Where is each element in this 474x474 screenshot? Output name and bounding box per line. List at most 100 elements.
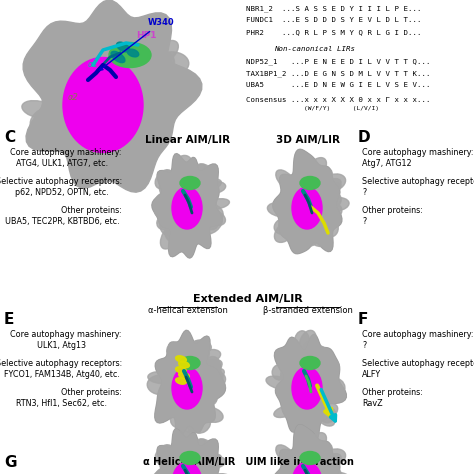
Text: Selective autophagy receptors:: Selective autophagy receptors: xyxy=(362,177,474,186)
Ellipse shape xyxy=(169,349,184,375)
Ellipse shape xyxy=(313,444,332,463)
Ellipse shape xyxy=(178,413,196,440)
Ellipse shape xyxy=(171,413,190,429)
Ellipse shape xyxy=(188,349,200,361)
Ellipse shape xyxy=(167,342,185,361)
Ellipse shape xyxy=(91,153,112,173)
Ellipse shape xyxy=(176,378,186,384)
Ellipse shape xyxy=(199,360,222,376)
Ellipse shape xyxy=(162,171,182,192)
Ellipse shape xyxy=(155,52,189,75)
Ellipse shape xyxy=(326,379,345,397)
Text: UBA5      ...E D N E W G I E L V S E V...: UBA5 ...E D N E W G I E L V S E V... xyxy=(246,82,430,88)
Ellipse shape xyxy=(182,444,200,462)
Ellipse shape xyxy=(203,218,222,234)
Ellipse shape xyxy=(320,174,346,191)
Text: E: E xyxy=(4,312,14,327)
Ellipse shape xyxy=(195,439,211,456)
Ellipse shape xyxy=(272,365,288,380)
Ellipse shape xyxy=(121,47,143,69)
Ellipse shape xyxy=(281,372,296,386)
Ellipse shape xyxy=(184,225,195,239)
Ellipse shape xyxy=(197,406,223,422)
Ellipse shape xyxy=(160,171,179,191)
Ellipse shape xyxy=(301,436,318,454)
Text: D: D xyxy=(358,130,371,145)
Ellipse shape xyxy=(320,364,335,378)
Ellipse shape xyxy=(267,203,292,217)
Ellipse shape xyxy=(301,340,315,360)
Ellipse shape xyxy=(160,224,180,249)
Ellipse shape xyxy=(140,95,166,117)
Text: ULK1, Atg13: ULK1, Atg13 xyxy=(37,341,86,350)
Ellipse shape xyxy=(170,223,184,248)
Ellipse shape xyxy=(195,473,217,474)
Ellipse shape xyxy=(176,367,186,373)
Ellipse shape xyxy=(288,357,301,371)
Ellipse shape xyxy=(155,170,173,189)
Ellipse shape xyxy=(323,454,341,468)
Ellipse shape xyxy=(320,449,346,467)
Ellipse shape xyxy=(76,140,101,162)
Text: α2: α2 xyxy=(68,93,79,102)
Ellipse shape xyxy=(318,204,337,225)
Ellipse shape xyxy=(118,149,132,170)
Ellipse shape xyxy=(159,181,176,198)
Ellipse shape xyxy=(185,411,201,432)
Ellipse shape xyxy=(295,405,314,428)
Ellipse shape xyxy=(194,370,219,392)
Ellipse shape xyxy=(306,158,327,179)
Ellipse shape xyxy=(98,17,119,44)
Polygon shape xyxy=(155,330,226,436)
Ellipse shape xyxy=(77,38,100,66)
Ellipse shape xyxy=(195,164,211,181)
Ellipse shape xyxy=(155,193,174,214)
Text: p62, NPD52, OPTN, etc.: p62, NPD52, OPTN, etc. xyxy=(15,188,109,197)
Ellipse shape xyxy=(329,204,342,218)
Ellipse shape xyxy=(312,211,337,227)
Ellipse shape xyxy=(129,26,156,55)
Text: ?: ? xyxy=(362,341,366,350)
Ellipse shape xyxy=(276,445,296,465)
Ellipse shape xyxy=(201,209,226,226)
Ellipse shape xyxy=(150,40,178,66)
Text: 3D AIM/LIR: 3D AIM/LIR xyxy=(276,135,340,145)
Ellipse shape xyxy=(281,379,297,394)
Ellipse shape xyxy=(283,374,297,386)
Ellipse shape xyxy=(146,52,174,78)
Ellipse shape xyxy=(170,220,186,236)
Ellipse shape xyxy=(291,401,310,421)
Ellipse shape xyxy=(193,366,214,378)
Ellipse shape xyxy=(288,218,301,231)
Ellipse shape xyxy=(292,223,309,241)
Ellipse shape xyxy=(117,42,129,52)
Ellipse shape xyxy=(111,51,125,63)
Text: Core autophagy mashinery:: Core autophagy mashinery: xyxy=(362,148,474,157)
Text: ALFY: ALFY xyxy=(362,370,381,379)
Ellipse shape xyxy=(200,182,226,194)
Ellipse shape xyxy=(319,360,339,383)
Ellipse shape xyxy=(324,382,340,393)
Ellipse shape xyxy=(312,403,335,426)
Ellipse shape xyxy=(116,39,134,57)
Ellipse shape xyxy=(85,129,103,164)
Ellipse shape xyxy=(22,100,56,118)
Text: TAX1BP1_2 ...D E G N S D M L V V T T K...: TAX1BP1_2 ...D E G N S D M L V V T T K..… xyxy=(246,70,430,77)
Ellipse shape xyxy=(172,462,202,474)
Polygon shape xyxy=(152,154,222,258)
Ellipse shape xyxy=(286,356,300,370)
Ellipse shape xyxy=(305,346,327,370)
Ellipse shape xyxy=(98,15,111,34)
Ellipse shape xyxy=(191,400,204,425)
Ellipse shape xyxy=(144,92,172,109)
Ellipse shape xyxy=(171,227,192,245)
Ellipse shape xyxy=(316,214,338,237)
Ellipse shape xyxy=(278,350,297,366)
Text: NDP52_1   ...P E N E E D I L V V T T Q...: NDP52_1 ...P E N E E D I L V V T T Q... xyxy=(246,58,430,64)
Ellipse shape xyxy=(180,176,200,190)
Text: W340: W340 xyxy=(100,18,174,70)
Polygon shape xyxy=(274,335,346,444)
Ellipse shape xyxy=(274,218,296,235)
Text: Other proteins:: Other proteins: xyxy=(61,388,122,397)
Ellipse shape xyxy=(172,367,202,409)
